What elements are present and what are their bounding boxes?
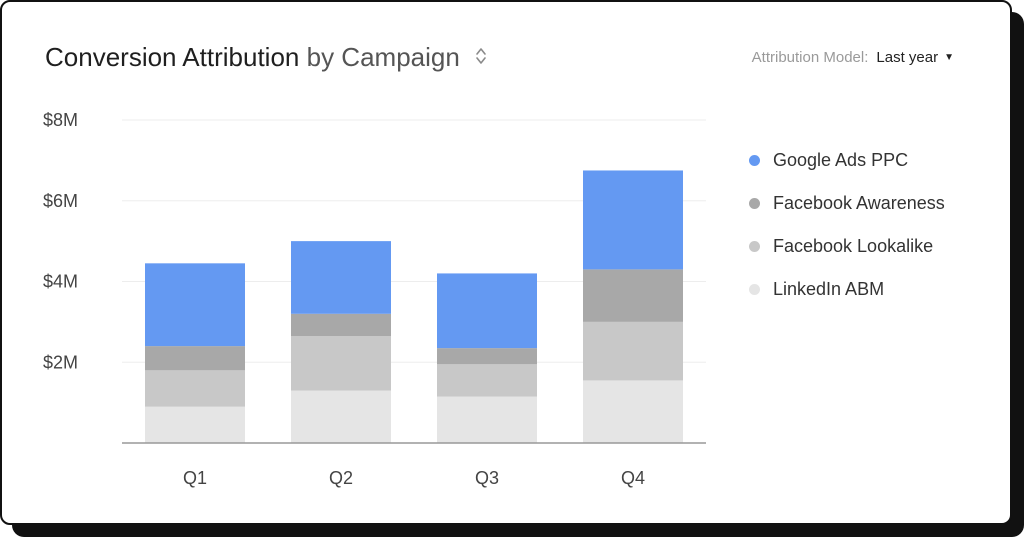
sort-updown-icon[interactable]	[475, 42, 487, 73]
bar-facebook-lookalike-q2	[291, 336, 391, 391]
title-main: Conversion Attribution	[45, 42, 300, 72]
bar-google-ads-ppc-q1	[145, 263, 245, 347]
bar-linkedin-abm-q4	[583, 380, 683, 443]
x-tick-label: Q3	[475, 468, 499, 488]
bar-facebook-lookalike-q1	[145, 370, 245, 407]
bar-linkedin-abm-q1	[145, 406, 245, 443]
chart-title: Conversion Attribution by Campaign	[45, 42, 487, 75]
y-tick-label: $6M	[43, 191, 78, 211]
legend-dot-icon	[749, 198, 760, 209]
bar-facebook-lookalike-q4	[583, 321, 683, 381]
y-tick-label: $2M	[43, 352, 78, 372]
legend-item[interactable]: Facebook Awareness	[749, 182, 945, 225]
legend-dot-icon	[749, 241, 760, 252]
x-tick-label: Q4	[621, 468, 645, 488]
bar-google-ads-ppc-q3	[437, 273, 537, 349]
bar-facebook-awareness-q3	[437, 348, 537, 365]
legend-dot-icon	[749, 284, 760, 295]
bar-facebook-awareness-q4	[583, 269, 683, 322]
chart-legend: Google Ads PPC Facebook Awareness Facebook…	[749, 139, 945, 311]
caret-down-icon[interactable]: ▼	[944, 52, 954, 63]
legend-label: Facebook Awareness	[773, 193, 945, 213]
legend-label: Google Ads PPC	[773, 150, 909, 170]
attribution-model-dropdown[interactable]: Last year	[876, 49, 939, 66]
attribution-model-label: Attribution Model:	[751, 49, 869, 66]
y-tick-label: $4M	[43, 272, 78, 292]
legend-item[interactable]: Google Ads PPC	[749, 139, 945, 182]
bar-linkedin-abm-q2	[291, 390, 391, 443]
x-tick-label: Q1	[183, 468, 207, 488]
attribution-model-control: Attribution Model: Last year ▼	[752, 49, 954, 66]
legend-dot-icon	[749, 155, 760, 166]
bar-facebook-awareness-q2	[291, 313, 391, 337]
legend-item[interactable]: Facebook Lookalike	[749, 225, 945, 268]
x-tick-label: Q2	[329, 468, 353, 488]
legend-item[interactable]: LinkedIn ABM	[749, 268, 945, 311]
legend-label: Facebook Lookalike	[773, 236, 934, 256]
bar-google-ads-ppc-q2	[291, 241, 391, 314]
bar-facebook-awareness-q1	[145, 346, 245, 371]
bar-facebook-lookalike-q3	[437, 364, 537, 397]
y-tick-label: $8M	[43, 110, 78, 130]
bar-google-ads-ppc-q4	[583, 170, 683, 270]
title-campaign-selector[interactable]: by Campaign	[306, 42, 460, 72]
legend-label: LinkedIn ABM	[773, 279, 885, 299]
bar-linkedin-abm-q3	[437, 396, 537, 443]
